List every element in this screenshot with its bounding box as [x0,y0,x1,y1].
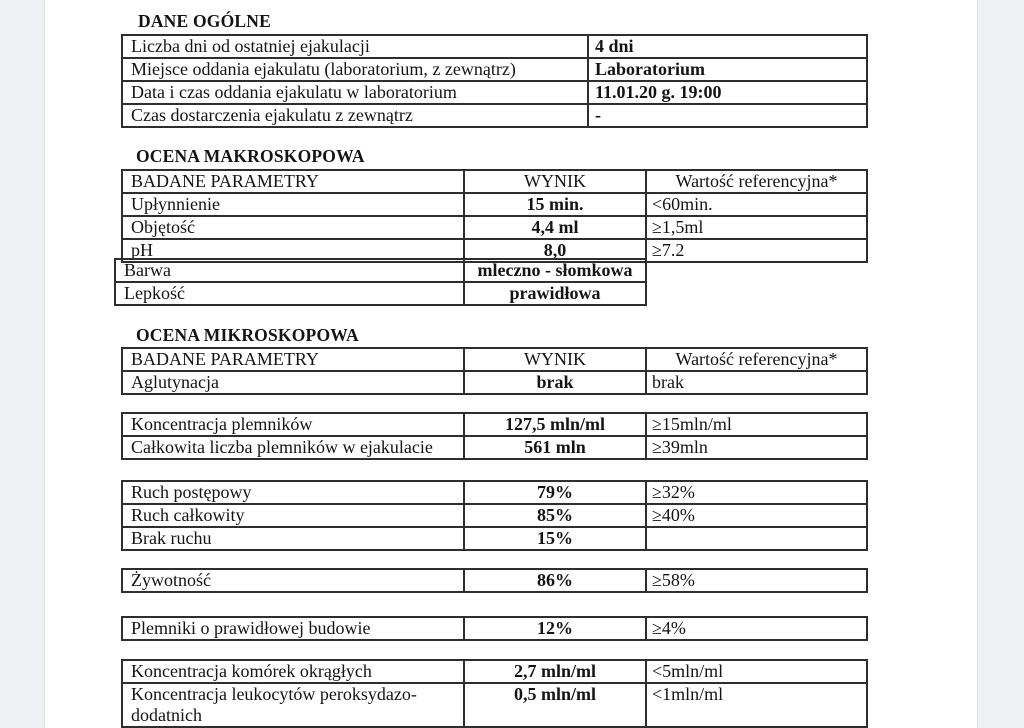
reference-cell: <1mln/ml [645,682,868,728]
table-row: Brak ruchu 15% [121,526,868,551]
table-row: Upłynnienie 15 min. <60min. [121,192,868,217]
param-cell: Lepkość [114,281,465,306]
right-page-margin [977,0,1024,728]
result-cell: 85% [463,503,647,528]
param-cell: Koncentracja leukocytów peroksydazo- dod… [121,682,465,728]
param-cell: Barwa [114,258,465,283]
section-title-general-data: DANE OGÓLNE [138,11,271,31]
microscopic-header-table: BADANE PARAMETRY WYNIK Wartość referency… [121,347,868,395]
param-cell: Żywotność [121,568,465,593]
section-title-microscopic: OCENA MIKROSKOPOWA [136,325,359,345]
general-value: Laboratorium [587,57,868,82]
table-row: Data i czas oddania ejakulatu w laborato… [121,80,868,105]
column-header-parameters: BADANE PARAMETRY [121,169,465,194]
param-cell: Ruch postępowy [121,480,465,505]
param-cell: Ruch całkowity [121,503,465,528]
general-label: Data i czas oddania ejakulatu w laborato… [121,80,589,105]
column-header-result: WYNIK [463,169,647,194]
result-cell: 4,4 ml [463,215,647,240]
table-row: Całkowita liczba plemników w ejakulacie … [121,435,868,460]
table-row: Ruch całkowity 85% ≥40% [121,503,868,528]
result-cell: 79% [463,480,647,505]
column-header-parameters: BADANE PARAMETRY [121,347,465,372]
table-row: Objętość 4,4 ml ≥1,5ml [121,215,868,240]
param-cell: Upłynnienie [121,192,465,217]
result-cell: 15% [463,526,647,551]
table-row: Liczba dni od ostatniej ejakulacji 4 dni [121,34,868,59]
reference-cell: ≥4% [645,616,868,641]
general-info-table: Liczba dni od ostatniej ejakulacji 4 dni… [121,34,868,128]
reference-cell [645,526,868,551]
result-cell: 127,5 mln/ml [463,412,647,437]
result-cell: brak [463,370,647,395]
param-cell: Plemniki o prawidłowej budowie [121,616,465,641]
result-cell: 12% [463,616,647,641]
reference-cell: ≥58% [645,568,868,593]
table-row: Koncentracja leukocytów peroksydazo- dod… [121,682,868,728]
result-cell: 86% [463,568,647,593]
reference-cell: ≥39mln [645,435,868,460]
macroscopic-table: BADANE PARAMETRY WYNIK Wartość referency… [121,169,868,263]
column-header-result: WYNIK [463,347,647,372]
left-page-margin [0,0,45,728]
reference-cell: ≥32% [645,480,868,505]
table-row: Lepkość prawidłowa [114,281,647,306]
round-cells-table: Koncentracja komórek okrągłych 2,7 mln/m… [121,659,868,728]
general-label: Miejsce oddania ejakulatu (laboratorium,… [121,57,589,82]
param-cell: Całkowita liczba plemników w ejakulacie [121,435,465,460]
vitality-table: Żywotność 86% ≥58% [121,568,868,593]
reference-cell: brak [645,370,868,395]
table-row: Miejsce oddania ejakulatu (laboratorium,… [121,57,868,82]
result-cell: 561 mln [463,435,647,460]
result-cell: prawidłowa [463,281,647,306]
param-cell: Koncentracja plemników [121,412,465,437]
table-header-row: BADANE PARAMETRY WYNIK Wartość referency… [121,169,868,194]
reference-cell: ≥40% [645,503,868,528]
table-row: Ruch postępowy 79% ≥32% [121,480,868,505]
param-cell: Objętość [121,215,465,240]
sperm-concentration-table: Koncentracja plemników 127,5 mln/ml ≥15m… [121,412,868,460]
table-row: Aglutynacja brak brak [121,370,868,395]
table-row: Barwa mleczno - słomkowa [114,258,647,283]
param-cell: Aglutynacja [121,370,465,395]
table-row: Żywotność 86% ≥58% [121,568,868,593]
reference-cell: ≥7.2 [645,238,868,263]
section-title-macroscopic: OCENA MAKROSKOPOWA [136,146,365,166]
result-cell: 2,7 mln/ml [463,659,647,684]
result-cell: 15 min. [463,192,647,217]
general-value: 4 dni [587,34,868,59]
reference-cell: ≥15mln/ml [645,412,868,437]
table-header-row: BADANE PARAMETRY WYNIK Wartość referency… [121,347,868,372]
column-header-reference: Wartość referencyjna* [645,169,868,194]
param-cell: Brak ruchu [121,526,465,551]
result-cell: mleczno - słomkowa [463,258,647,283]
morphology-table: Plemniki o prawidłowej budowie 12% ≥4% [121,616,868,641]
reference-cell: <5mln/ml [645,659,868,684]
macroscopic-appearance-table: Barwa mleczno - słomkowa Lepkość prawidł… [114,258,647,306]
motility-table: Ruch postępowy 79% ≥32% Ruch całkowity 8… [121,480,868,551]
reference-cell: <60min. [645,192,868,217]
table-row: Koncentracja plemników 127,5 mln/ml ≥15m… [121,412,868,437]
table-row: Czas dostarczenia ejakulatu z zewnątrz - [121,103,868,128]
table-row: Koncentracja komórek okrągłych 2,7 mln/m… [121,659,868,684]
result-cell: 0,5 mln/ml [463,682,647,728]
general-label: Czas dostarczenia ejakulatu z zewnątrz [121,103,589,128]
table-row: Plemniki o prawidłowej budowie 12% ≥4% [121,616,868,641]
column-header-reference: Wartość referencyjna* [645,347,868,372]
general-value: 11.01.20 g. 19:00 [587,80,868,105]
reference-cell: ≥1,5ml [645,215,868,240]
general-value: - [587,103,868,128]
general-label: Liczba dni od ostatniej ejakulacji [121,34,589,59]
param-cell: Koncentracja komórek okrągłych [121,659,465,684]
